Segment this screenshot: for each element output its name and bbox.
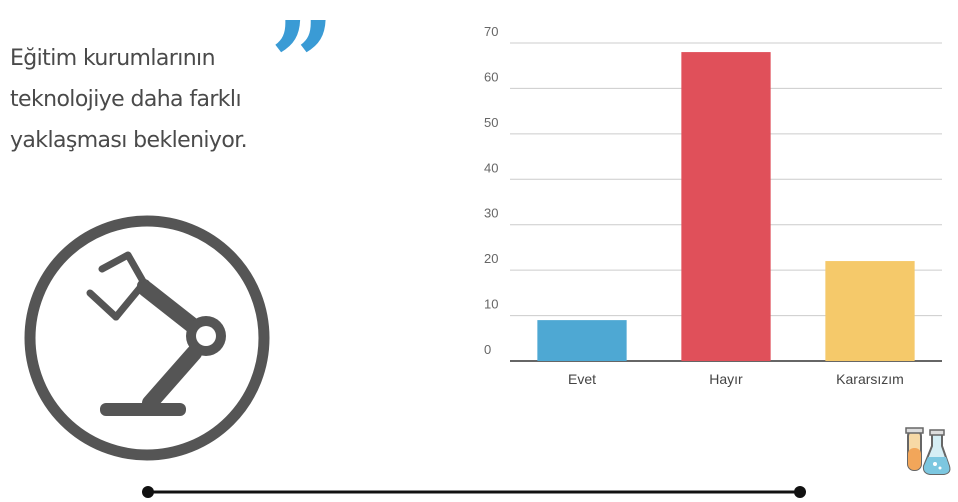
robot-arm-icon: [24, 215, 270, 461]
y-tick-label: 20: [484, 251, 498, 266]
closing-quote-icon: ”: [270, 0, 335, 129]
y-tick-label: 40: [484, 160, 498, 175]
y-tick-label: 0: [484, 342, 491, 357]
quote-line-2: teknolojiye daha farklı: [10, 87, 242, 112]
y-tick-label: 30: [484, 206, 498, 221]
y-tick-label: 10: [484, 297, 498, 312]
y-tick-label: 50: [484, 115, 498, 130]
x-tick-label: Hayır: [709, 371, 743, 387]
x-tick-label: Evet: [568, 371, 596, 387]
x-tick-label: Kararsızım: [836, 371, 904, 387]
bar-hayır: [681, 52, 771, 361]
bar-evet: [537, 320, 627, 361]
timeline-divider: [142, 486, 806, 498]
y-tick-label: 60: [484, 69, 498, 84]
quote-text: Eğitim kurumlarının teknolojiye daha far…: [10, 38, 310, 161]
quote-line-3: yaklaşması bekleniyor.: [10, 128, 248, 153]
quote-line-1: Eğitim kurumlarının: [10, 46, 216, 71]
bar-chart: 0 10 20 30 40 50 60 70 Evet Hayır Kararsızım: [484, 24, 942, 387]
flask-icon: [905, 427, 951, 475]
y-tick-label: 70: [484, 24, 498, 39]
bar-kararsızım: [825, 261, 915, 361]
